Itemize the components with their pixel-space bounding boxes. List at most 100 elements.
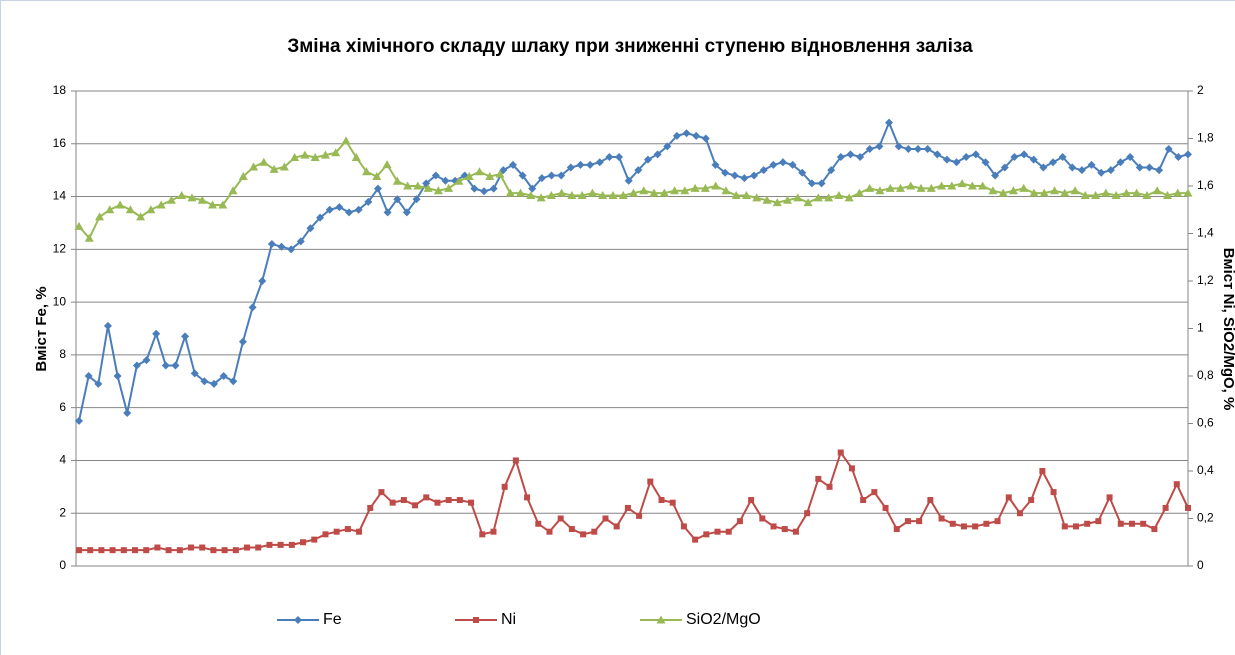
data-point [649,188,659,197]
data-point [259,157,269,166]
data-point [413,181,423,190]
data-point [105,205,115,214]
data-point [210,379,219,388]
data-point [434,499,441,506]
data-point [927,497,934,504]
data-point [1135,163,1144,172]
data-point [978,181,988,190]
data-point [75,416,83,425]
data-point [624,176,633,185]
data-point [445,497,452,504]
data-point [916,518,923,525]
data-point [659,188,669,197]
data-point [824,193,834,202]
y-tick-label: 0 [59,558,66,572]
data-point [456,497,463,504]
data-point [960,523,967,530]
data-point [161,361,170,370]
data-point [894,142,903,151]
data-point [762,195,772,204]
data-point [1184,150,1192,159]
data-point [187,193,197,202]
data-point [895,183,905,192]
data-point [875,142,884,151]
data-point [279,162,289,171]
data-point [566,163,575,172]
data-point [1111,191,1121,199]
data-point [441,176,450,185]
data-point [711,181,721,190]
data-point [341,136,351,145]
data-point [1050,186,1060,195]
data-point [248,303,257,312]
data-point [1183,188,1193,197]
data-point [1072,523,1079,530]
data-point [1087,160,1096,169]
data-point [653,150,662,159]
data-point [836,152,845,161]
data-point [94,379,103,388]
data-point [721,168,730,177]
data-point [856,152,865,161]
data-point [103,321,112,330]
data-point [639,186,649,195]
data-point [618,191,628,199]
data-point [1117,520,1124,527]
data-point [942,155,951,164]
data-point [700,183,710,192]
data-point [967,181,977,190]
y-tick-label: 18 [53,83,67,97]
data-point [783,195,793,204]
data-point [793,193,803,202]
data-point [568,526,575,533]
data-point [904,145,913,154]
data-point [916,183,926,192]
data-point [741,191,751,199]
data-point [1080,191,1090,199]
y-tick-label: 12 [53,242,67,256]
data-point [389,499,396,506]
data-point [714,528,721,535]
data-point [95,212,105,221]
y-tick-label: 8 [59,347,66,361]
data-point [367,504,374,511]
data-point [586,160,595,169]
data-point [266,541,273,548]
y-tick-label: 6 [59,400,66,414]
data-point [854,188,864,197]
data-point [1091,191,1101,199]
data-point [759,166,768,175]
data-point [1097,168,1106,177]
data-point [1061,523,1068,530]
data-point [255,544,262,551]
data-point [827,166,836,175]
y2-tick-label: 1,2 [1197,273,1214,287]
data-point [546,528,553,535]
y-tick-label: 16 [53,136,67,150]
data-point [489,184,498,193]
legend-label: Fe [323,611,342,628]
data-point [1101,188,1111,197]
data-point [232,547,239,554]
data-point [316,213,325,222]
y2-axis-title: Вміст Ni, SiO2/MgO, % [1220,248,1235,411]
data-point [1162,504,1169,511]
data-point [1077,166,1086,175]
y-tick-label: 4 [59,453,66,467]
data-point [740,174,749,183]
data-point [495,169,505,178]
data-point [781,526,788,533]
data-point [1095,518,1102,525]
data-point [125,205,135,214]
data-point [998,188,1008,197]
data-point [535,520,542,527]
data-point [84,372,93,380]
data-point [680,186,690,195]
data-point [949,520,956,527]
data-point [536,193,546,202]
data-point [277,541,284,548]
data-point [335,203,344,212]
data-point [701,134,710,143]
data-point [479,531,486,538]
